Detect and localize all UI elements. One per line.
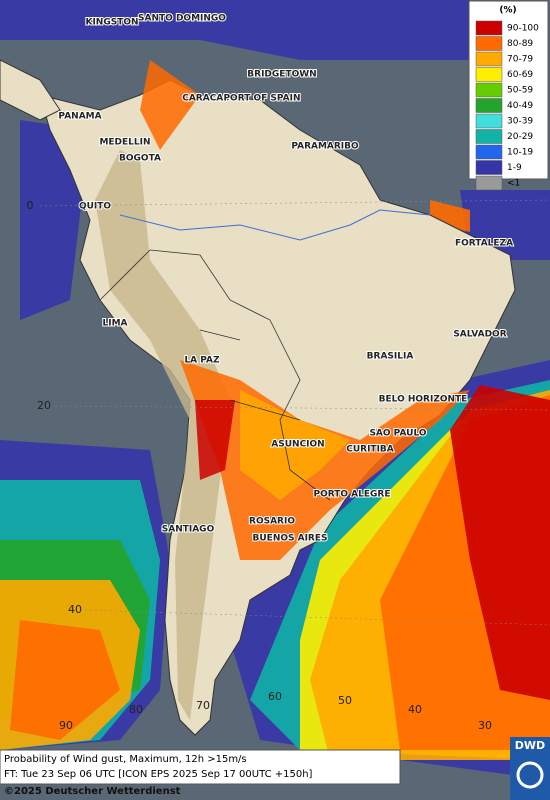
legend-title: (%) [499, 6, 516, 16]
city-label: BELO HORIZONTE [379, 395, 468, 405]
city-label: BRASILIA [367, 352, 414, 362]
legend-swatch [475, 144, 503, 160]
city-label: BUENOS AIRES [253, 534, 328, 544]
andes [95, 150, 230, 720]
legend-label: 40-49 [507, 101, 533, 111]
footer-line: FT: Tue 23 Sep 06 UTC [ICON EPS 2025 Sep… [4, 769, 313, 780]
legend-label: 1-9 [507, 163, 522, 173]
footer-box [0, 749, 401, 785]
city-label: PORT OF SPAIN [223, 94, 300, 104]
city-label: LIMA [102, 319, 127, 329]
city-label: ASUNCION [271, 440, 324, 450]
legend-swatch [475, 36, 503, 51]
legend-label: 70-79 [507, 55, 533, 65]
grid-label: 40 [408, 703, 422, 716]
city-label: CARACAS [182, 94, 230, 104]
land [0, 59, 61, 121]
city-label: BRIDGETOWN [247, 70, 316, 80]
footer-line: Probability of Wind gust, Maximum, 12h >… [4, 754, 247, 765]
probability-area [450, 385, 550, 700]
legend-swatch [475, 129, 503, 144]
legend-label: 20-29 [507, 132, 533, 142]
probability-area [10, 620, 120, 740]
city-label: LA PAZ [184, 356, 220, 366]
legend-swatch [475, 82, 503, 98]
city-label: PARAMARIBO [291, 142, 359, 152]
city-label: CURITIBA [346, 445, 394, 455]
probability-area [0, 0, 470, 60]
city-label: SANTIAGO [162, 525, 215, 535]
grid-label: 50 [338, 694, 352, 707]
grid-label: 0 [27, 199, 34, 212]
grid-label: 70 [196, 699, 210, 712]
legend-label: 80-89 [507, 39, 533, 49]
grid-label: 80 [129, 703, 143, 716]
legend-label: 90-100 [507, 24, 539, 34]
city-label: BOGOTA [119, 154, 161, 164]
city-label: PORTO ALEGRE [313, 490, 390, 500]
legend-swatch [475, 51, 503, 67]
legend-swatch [475, 98, 503, 113]
probability-area [140, 60, 200, 150]
logo: DWD [515, 739, 545, 752]
legend-swatch [475, 160, 503, 175]
city-label: FORTALEZA [455, 239, 513, 249]
river [119, 209, 431, 241]
legend-swatch [475, 67, 503, 82]
legend-label: 50-59 [507, 86, 533, 96]
grid-label: 90 [59, 719, 73, 732]
city-label: ROSARIO [249, 517, 295, 527]
legend-swatch [475, 113, 503, 129]
legend-swatch [475, 20, 503, 36]
grid-label: 20 [37, 399, 51, 412]
city-label: SANTO DOMINGO [138, 14, 226, 24]
city-label: KINGSTON [85, 18, 138, 28]
graticule [39, 199, 550, 626]
city-label: SAO PAULO [369, 429, 426, 439]
legend-label: 10-19 [507, 148, 533, 158]
legend-label: <1 [507, 179, 520, 189]
probability-area [195, 400, 235, 480]
city-label: SALVADOR [453, 330, 506, 340]
legend-label: 60-69 [507, 70, 533, 80]
city-label: QUITO [79, 202, 111, 212]
probability-area [240, 390, 350, 500]
city-label: PANAMA [58, 112, 101, 122]
city-label: MEDELLIN [99, 138, 150, 148]
grid-label: 40 [68, 603, 82, 616]
grid-label: 60 [268, 690, 282, 703]
logo-swirl [516, 761, 544, 789]
border [99, 249, 331, 501]
legend-label: 30-39 [507, 117, 533, 127]
copyright: ©2025 Deutscher Wetterdienst [4, 786, 181, 797]
logo-box [510, 737, 550, 800]
grid-label: 30 [478, 719, 492, 732]
legend-swatch [475, 175, 503, 191]
